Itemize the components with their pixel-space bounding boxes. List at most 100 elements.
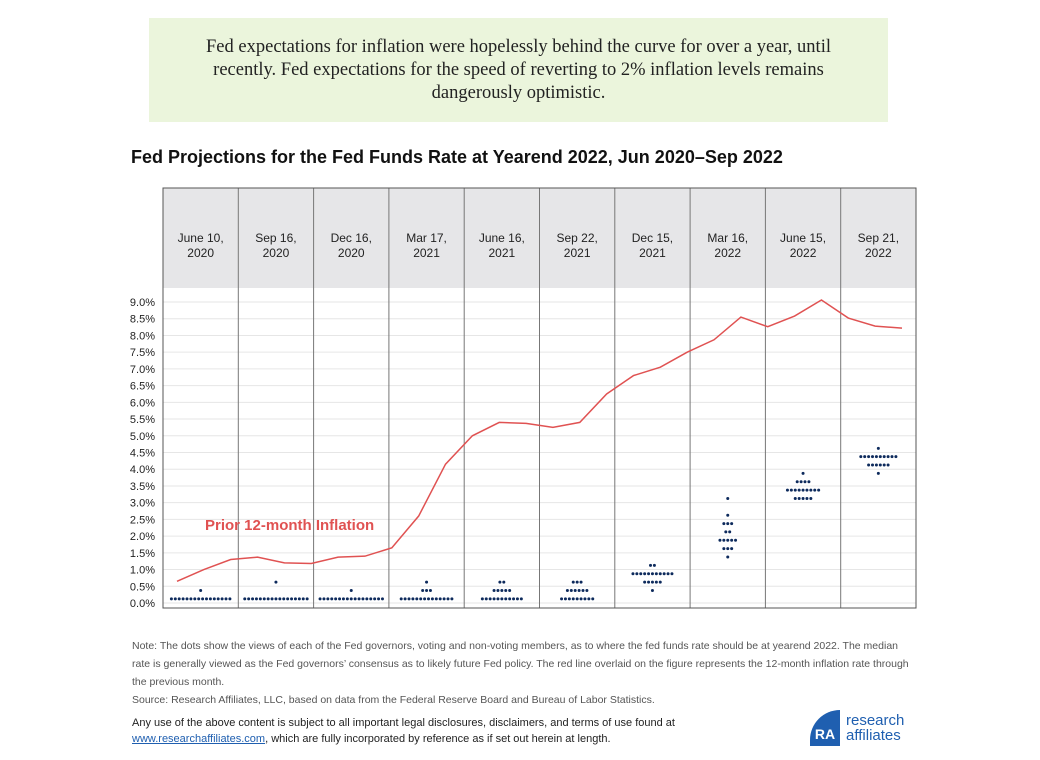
dot [859, 455, 863, 459]
dot [670, 572, 674, 576]
panel-label: 2021 [488, 246, 515, 260]
dot [635, 572, 639, 576]
dot [369, 597, 373, 601]
dot [266, 597, 270, 601]
dot [411, 597, 415, 601]
dot [575, 580, 579, 584]
dot [560, 597, 564, 601]
dot [508, 588, 512, 592]
dot [886, 463, 890, 467]
website-link[interactable]: www.researchaffiliates.com [132, 733, 266, 745]
dot [730, 522, 734, 526]
dot [274, 597, 278, 601]
panel-label: 2021 [564, 246, 591, 260]
dot [807, 480, 811, 484]
dot [894, 455, 898, 459]
y-tick-label: 6.5% [130, 381, 155, 393]
plot-frame [162, 187, 917, 609]
panel-label: 2020 [338, 246, 365, 260]
dot [330, 597, 334, 601]
dot [293, 597, 297, 601]
dot [224, 597, 228, 601]
dot [803, 480, 807, 484]
panel-label: 2021 [413, 246, 440, 260]
logo-mark: RA [810, 710, 840, 746]
dot [867, 455, 871, 459]
dot [797, 496, 801, 500]
dot [876, 471, 880, 475]
dot-plot-chart: 0.0% 0.5% 1.0% 1.5% 2.0% 2.5% 3.0% 3.5% 4.0% 4.5%… [130, 187, 917, 610]
dot [666, 572, 670, 576]
dot [492, 597, 496, 601]
chart-note: Note: The dots show the views of each of… [132, 640, 909, 688]
dot [575, 597, 579, 601]
dot [726, 538, 730, 542]
dot [322, 597, 326, 601]
legal-text: Any use of the above content is subject … [132, 715, 675, 747]
dot [193, 597, 197, 601]
dot [734, 538, 738, 542]
dot [500, 588, 504, 592]
dot [726, 513, 730, 517]
dot [567, 597, 571, 601]
dot [722, 522, 726, 526]
dot [425, 580, 429, 584]
panel-label: June 10, [178, 231, 224, 245]
dot [430, 597, 434, 601]
y-tick-label: 9.0% [130, 297, 155, 309]
dot [334, 597, 338, 601]
dot [500, 597, 504, 601]
panel-label: 2020 [187, 246, 214, 260]
dot [205, 597, 208, 601]
dot [305, 597, 309, 601]
dot [243, 597, 247, 601]
dot [177, 597, 181, 601]
dot [282, 597, 286, 601]
y-tick-label: 1.5% [130, 548, 155, 560]
dot [728, 530, 732, 534]
dot [442, 597, 446, 601]
dot [425, 588, 429, 592]
dot [254, 597, 258, 601]
dot [377, 597, 381, 601]
dot [480, 597, 484, 601]
panel-label: Dec 15, [632, 231, 673, 245]
dot [801, 488, 805, 492]
dot [484, 597, 488, 601]
dot [647, 580, 651, 584]
dot [262, 597, 266, 601]
dot [581, 588, 585, 592]
dot [785, 488, 789, 492]
y-tick-label: 2.5% [130, 514, 155, 526]
dot [809, 488, 813, 492]
dot [793, 488, 797, 492]
panel-label: 2022 [790, 246, 817, 260]
dot [427, 597, 430, 601]
dot [185, 597, 189, 601]
dot [345, 597, 349, 601]
panel-label: 2020 [263, 246, 290, 260]
dot [438, 597, 442, 601]
dot [496, 597, 500, 601]
dot [658, 572, 662, 576]
dot [809, 496, 813, 500]
dot [569, 588, 573, 592]
dot [189, 597, 193, 601]
dot [573, 588, 577, 592]
dot [361, 597, 365, 601]
logo-line2: affiliates [846, 727, 901, 744]
dot [654, 580, 658, 584]
dot [181, 597, 185, 601]
dot [591, 597, 595, 601]
dot [726, 496, 730, 500]
dot [365, 597, 369, 601]
dot [488, 597, 492, 601]
dot [423, 597, 427, 601]
dot [565, 588, 569, 592]
legal-line: Any use of the above content is subject … [132, 717, 675, 729]
dot [886, 455, 890, 459]
dot [587, 597, 591, 601]
dot [813, 488, 817, 492]
dot [199, 588, 203, 592]
y-tick-label: 8.5% [130, 314, 155, 326]
